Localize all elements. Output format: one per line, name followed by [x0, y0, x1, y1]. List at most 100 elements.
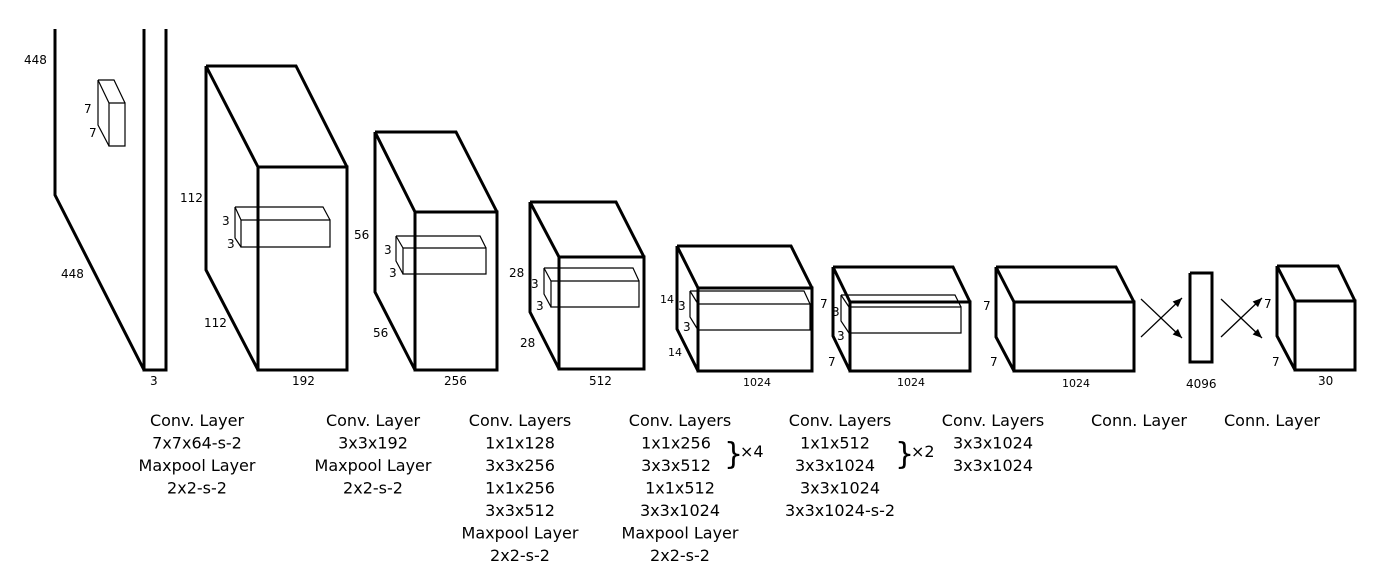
depth-label: 30 — [1318, 374, 1333, 388]
dim-label: 7 — [983, 299, 991, 313]
input-channels-label: 3 — [150, 374, 158, 388]
arrowhead-icon — [1252, 328, 1262, 338]
depth-label: 4096 — [1186, 377, 1217, 391]
layer-caption-line: 2x2-s-2 — [343, 479, 403, 498]
kernel-label: 3 — [227, 237, 235, 251]
kernel-box-top — [396, 235, 487, 249]
kernel-box-side — [543, 268, 552, 308]
kernel-label: 3 — [678, 299, 686, 313]
kernel-box-front — [550, 280, 640, 308]
layer-captions: Conv. Layer 7x7x64-s-2 Maxpool Layer 2x2-s-… — [139, 411, 1321, 565]
kernel-box-side — [97, 80, 110, 147]
kernel-box-top-edge — [689, 290, 699, 305]
kernel-box-top — [98, 79, 126, 104]
feature-block-top — [206, 64, 349, 168]
kernel-box-top-edge — [97, 79, 110, 104]
kernel-label: 3 — [222, 214, 230, 228]
feature-block-front — [696, 286, 814, 373]
kernel-box-side — [689, 291, 699, 331]
feature-block-top — [996, 265, 1136, 303]
dim-label: 112 — [180, 191, 203, 205]
depth-label: 1024 — [1062, 377, 1090, 390]
layer-caption-line: 3x3x1024 — [953, 456, 1033, 475]
input-width-label: 448 — [61, 267, 84, 281]
depth-label: 192 — [292, 374, 315, 388]
layer-caption-line: 1x1x512 — [800, 434, 870, 453]
feature-block-top-edge — [373, 131, 417, 213]
repeat-count: ×4 — [740, 442, 764, 461]
layer-caption-title: Conv. Layers — [469, 411, 571, 430]
dim-label: 7 — [1264, 297, 1272, 311]
feature-block-top-edge — [528, 201, 561, 258]
kernel-box-front — [240, 219, 331, 248]
kernel-box-front — [697, 303, 811, 331]
layer-caption-line: 3x3x256 — [485, 456, 555, 475]
arrowhead-icon — [1252, 298, 1262, 308]
layer-caption-line: 3x3x1024 — [640, 501, 720, 520]
kernel-box-side — [234, 207, 242, 248]
repeat-brace: } — [724, 437, 743, 472]
feature-block-top — [375, 130, 499, 213]
fc-layer-vector — [1188, 271, 1214, 364]
layer-shapes — [53, 29, 1357, 373]
depth-label: 256 — [444, 374, 467, 388]
feature-block-side — [831, 267, 852, 372]
arrowhead-icon — [1172, 328, 1182, 338]
layer-caption-line: 1x1x512 — [645, 479, 715, 498]
kernel-box-top-edge — [234, 206, 242, 221]
kernel-label: 7 — [89, 126, 97, 140]
feature-block-front — [848, 300, 972, 373]
layer-caption-line: Maxpool Layer — [622, 524, 739, 543]
dim-label: 28 — [509, 266, 524, 280]
layer-caption-line: 1x1x128 — [485, 434, 555, 453]
dim-label: 14 — [668, 346, 682, 359]
arrowhead-icon — [1172, 298, 1182, 308]
feature-block-front — [557, 255, 646, 371]
layer-caption-line: 2x2-s-2 — [167, 479, 227, 498]
feature-block-top — [833, 265, 972, 303]
depth-label: 1024 — [897, 376, 925, 389]
layer-caption-line: Maxpool Layer — [315, 456, 432, 475]
output-block-top-edge — [1275, 265, 1297, 302]
kernel-box-top-edge — [395, 235, 404, 249]
depth-label: 512 — [589, 374, 612, 388]
repeat-count: ×2 — [911, 442, 935, 461]
feature-block-side — [373, 132, 417, 371]
layer-caption-line: Maxpool Layer — [462, 524, 579, 543]
feature-block-top-edge — [675, 245, 700, 289]
feature-block-top-edge — [994, 266, 1016, 303]
connection-arrow — [1220, 297, 1263, 338]
input-image-side — [53, 29, 146, 371]
kernel-box-front — [848, 306, 962, 334]
dim-label: 7 — [990, 355, 998, 369]
feature-block-side — [528, 202, 561, 370]
kernel-box-top — [544, 267, 640, 282]
layer-caption-line: 1x1x256 — [485, 479, 555, 498]
kernel-label: 3 — [536, 299, 544, 313]
layer-caption-line: Maxpool Layer — [139, 456, 256, 475]
kernel-box-front — [108, 102, 126, 147]
input-image-front — [142, 29, 168, 372]
kernel-box-side — [395, 236, 404, 275]
kernel-box-front — [402, 247, 487, 275]
connection-arrow — [1140, 297, 1183, 338]
output-block-side — [1275, 266, 1297, 371]
kernel-label: 3 — [389, 266, 397, 280]
layer-caption-title: Conv. Layers — [942, 411, 1044, 430]
dim-label: 28 — [520, 336, 535, 350]
feature-block-top — [677, 244, 814, 289]
dim-label: 7 — [820, 297, 828, 311]
feature-block-top-edge — [831, 266, 852, 303]
feature-block-side — [994, 267, 1016, 372]
dim-label: 56 — [373, 326, 388, 340]
layer-caption-title: Conv. Layers — [789, 411, 891, 430]
feature-block-top — [530, 200, 646, 258]
layer-caption-line: 3x3x1024 — [953, 434, 1033, 453]
kernel-label: 3 — [384, 243, 392, 257]
kernel-label: 3 — [832, 305, 840, 319]
dim-label: 7 — [828, 355, 836, 369]
layer-caption-line: 3x3x512 — [641, 456, 711, 475]
layer-caption-line: 2x2-s-2 — [490, 546, 550, 565]
layer-caption-line: 3x3x1024-s-2 — [785, 501, 895, 520]
kernel-label: 3 — [837, 329, 845, 343]
